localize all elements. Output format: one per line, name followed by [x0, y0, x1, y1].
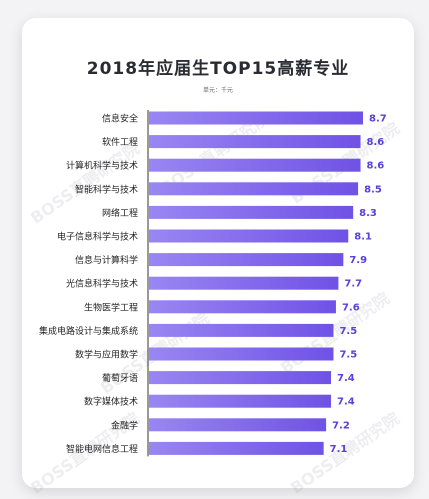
bar: [149, 182, 359, 196]
bar: [149, 135, 361, 149]
unit-label: 单元：千元: [202, 87, 233, 94]
value-label: 7.4: [337, 373, 355, 384]
value-label: 7.4: [337, 397, 355, 408]
category-label: 网络工程: [102, 207, 138, 219]
value-label: 7.6: [342, 302, 360, 313]
chart-title: 2018年应届生TOP15高薪专业: [86, 59, 350, 79]
category-label: 集成电路设计与集成系统: [39, 325, 138, 337]
category-label: 智能电网信息工程: [66, 443, 138, 455]
category-label: 软件工程: [102, 136, 138, 148]
chart-card: [22, 18, 414, 488]
bar: [149, 253, 344, 267]
bar: [149, 394, 332, 408]
value-label: 7.5: [339, 326, 357, 337]
category-label: 计算机科学与技术: [66, 160, 138, 172]
bar: [149, 418, 327, 432]
bar: [149, 205, 354, 219]
category-label: 金融学: [111, 419, 138, 431]
value-label: 7.7: [344, 279, 362, 290]
value-label: 8.6: [367, 161, 385, 172]
value-label: 8.6: [367, 137, 385, 148]
bar: [149, 111, 363, 125]
category-label: 电子信息科学与技术: [57, 231, 138, 243]
value-label: 7.5: [339, 350, 357, 361]
value-label: 7.1: [330, 444, 348, 455]
bar: [149, 371, 332, 385]
category-label: 生物医学工程: [84, 301, 138, 313]
value-label: 8.1: [354, 232, 372, 243]
category-label: 光信息科学与技术: [66, 278, 138, 290]
value-label: 8.3: [359, 208, 377, 219]
value-label: 8.7: [369, 114, 387, 125]
bar: [149, 323, 334, 337]
bar: [149, 276, 339, 290]
value-label: 7.9: [349, 255, 367, 266]
category-label: 数学与应用数学: [75, 349, 138, 361]
bar: [149, 229, 349, 243]
category-label: 葡萄牙语: [102, 372, 138, 384]
bar: [149, 300, 336, 314]
bar: [149, 158, 361, 172]
value-label: 8.5: [364, 184, 382, 195]
category-label: 智能科学与技术: [75, 183, 138, 195]
value-label: 7.2: [332, 420, 350, 431]
category-label: 信息安全: [102, 113, 138, 125]
bar: [149, 441, 324, 455]
bar: [149, 347, 334, 361]
category-label: 信息与计算科学: [75, 254, 138, 266]
category-label: 数字媒体技术: [84, 396, 138, 408]
